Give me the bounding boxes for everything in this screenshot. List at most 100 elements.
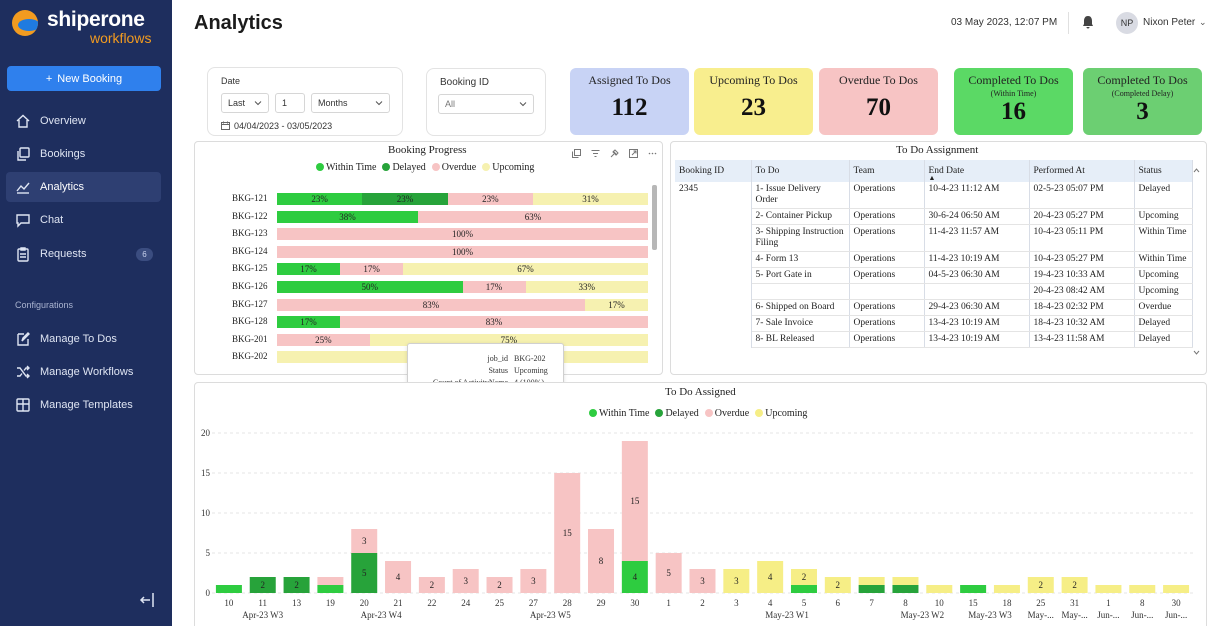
- table-row[interactable]: 6- Shipped on Board Operations 29-4-23 06:…: [675, 299, 1193, 316]
- bar-segment[interactable]: [960, 585, 987, 593]
- bar-segment[interactable]: [926, 585, 953, 593]
- legend-upcoming[interactable]: Upcoming: [755, 408, 807, 419]
- column-header[interactable]: Team: [849, 160, 925, 182]
- bar-segment[interactable]: [317, 577, 344, 585]
- bar-segment[interactable]: [790, 585, 817, 593]
- scroll-down-icon[interactable]: [1193, 348, 1200, 358]
- bar-segment[interactable]: [385, 561, 412, 593]
- bar-segment-upcoming[interactable]: 31%: [532, 193, 648, 205]
- legend-within[interactable]: Within Time: [316, 162, 376, 173]
- table-row[interactable]: 4- Form 13 Operations 11-4-23 10:19 AM 10-4…: [675, 251, 1193, 268]
- bar-segment-within[interactable]: 17%: [277, 316, 341, 329]
- bar-segment-overdue[interactable]: 100%: [277, 245, 648, 258]
- sidebar-item-analytics[interactable]: Analytics: [6, 172, 161, 202]
- legend-upcoming[interactable]: Upcoming: [482, 162, 534, 173]
- legend-overdue[interactable]: Overdue: [431, 162, 476, 173]
- bar-segment[interactable]: [858, 585, 885, 593]
- bar-segment[interactable]: [892, 577, 919, 585]
- filter-icon[interactable]: [591, 145, 600, 157]
- bar-segment[interactable]: [655, 553, 682, 593]
- bar-segment[interactable]: [621, 441, 648, 561]
- more-icon[interactable]: [648, 145, 657, 155]
- table-row[interactable]: 3- Shipping Instruction Filing Operations…: [675, 224, 1193, 252]
- sidebar-item-chat[interactable]: Chat: [6, 205, 161, 235]
- bar-segment[interactable]: [993, 585, 1020, 593]
- sidebar-item-manage-todos[interactable]: Manage To Dos: [6, 324, 161, 354]
- collapse-sidebar-icon[interactable]: [137, 591, 155, 609]
- expand-icon[interactable]: [629, 145, 638, 158]
- column-header[interactable]: To Do: [751, 160, 850, 182]
- table-row[interactable]: 7- Sale Invoice Operations 13-4-23 10:19 A…: [675, 315, 1193, 332]
- bar-segment-within[interactable]: 17%: [277, 263, 341, 276]
- bar-segment[interactable]: [588, 529, 615, 593]
- legend-delayed[interactable]: Delayed: [382, 162, 426, 173]
- bar-segment[interactable]: [351, 529, 378, 553]
- pin-icon[interactable]: [610, 145, 619, 158]
- table-row[interactable]: 8- BL Released Operations 13-4-23 10:19 AM…: [675, 331, 1193, 348]
- bar-segment-overdue[interactable]: 25%: [277, 333, 370, 346]
- bar-segment[interactable]: [1129, 585, 1156, 593]
- bar-segment[interactable]: [1061, 577, 1088, 593]
- brand-logo[interactable]: shiperone workflows: [10, 6, 170, 46]
- bar-segment-upcoming[interactable]: 33%: [525, 281, 648, 293]
- bar-segment[interactable]: [520, 569, 547, 593]
- new-booking-button[interactable]: + New Booking: [7, 66, 161, 91]
- sidebar-item-manage-templates[interactable]: Manage Templates: [6, 390, 161, 420]
- column-header[interactable]: Status: [1134, 160, 1193, 182]
- table-row[interactable]: 5- Port Gate in Operations 04-5-23 06:30 A…: [675, 267, 1193, 284]
- booking-progress-scrollbar[interactable]: [652, 185, 657, 250]
- user-name[interactable]: Nixon Peter: [1143, 17, 1196, 28]
- bar-segment[interactable]: [689, 569, 716, 593]
- avatar[interactable]: NP: [1116, 12, 1138, 34]
- bar-segment[interactable]: [351, 553, 378, 593]
- copy-icon[interactable]: [572, 145, 581, 158]
- legend-within[interactable]: Within Time: [589, 408, 649, 419]
- sidebar-item-requests[interactable]: Requests 6: [6, 239, 161, 269]
- legend-delayed[interactable]: Delayed: [655, 408, 699, 419]
- bar-segment[interactable]: [790, 569, 817, 585]
- bar-segment-overdue[interactable]: 83%: [340, 316, 648, 329]
- legend-overdue[interactable]: Overdue: [704, 408, 749, 419]
- bar-segment-overdue[interactable]: 83%: [277, 298, 585, 311]
- bar-segment[interactable]: [757, 561, 784, 593]
- sidebar-item-bookings[interactable]: Bookings: [6, 139, 161, 169]
- bar-segment[interactable]: [317, 585, 344, 593]
- bar-segment-overdue[interactable]: 23%: [447, 193, 533, 205]
- period-unit-select[interactable]: Months: [311, 93, 390, 113]
- bar-segment[interactable]: [621, 561, 648, 593]
- chevron-down-icon[interactable]: ⌄: [1199, 17, 1207, 27]
- table-row[interactable]: 20-4-23 08:42 AM Upcoming: [675, 283, 1193, 300]
- bar-segment-delayed[interactable]: 23%: [362, 193, 448, 205]
- bar-segment[interactable]: [283, 577, 310, 593]
- bar-segment[interactable]: [858, 577, 885, 585]
- bar-segment[interactable]: [215, 585, 242, 593]
- bar-segment[interactable]: [1163, 585, 1190, 593]
- table-row[interactable]: 2- Container Pickup Operations 30-6-24 06:…: [675, 208, 1193, 225]
- bar-segment-upcoming[interactable]: 67%: [403, 263, 648, 276]
- bar-segment[interactable]: [1095, 585, 1122, 593]
- bar-segment-upcoming[interactable]: 17%: [584, 298, 648, 311]
- bar-segment[interactable]: [824, 577, 851, 593]
- notification-bell-icon[interactable]: [1080, 14, 1096, 30]
- period-count-input[interactable]: 1: [275, 93, 305, 113]
- bar-segment-overdue[interactable]: 17%: [340, 263, 404, 276]
- scroll-up-icon[interactable]: [1193, 166, 1200, 176]
- bar-segment[interactable]: [418, 577, 445, 593]
- bar-segment[interactable]: [723, 569, 750, 593]
- booking-id-select[interactable]: All: [438, 94, 534, 114]
- sidebar-item-overview[interactable]: Overview: [6, 106, 161, 136]
- bar-segment-within[interactable]: 23%: [277, 193, 363, 205]
- bar-segment-overdue[interactable]: 100%: [277, 228, 648, 241]
- bar-segment-overdue[interactable]: 17%: [462, 281, 526, 293]
- column-header[interactable]: Performed At: [1029, 160, 1135, 182]
- bar-segment-overdue[interactable]: 63%: [417, 210, 648, 223]
- period-select[interactable]: Last: [221, 93, 269, 113]
- bar-segment[interactable]: [249, 577, 276, 593]
- column-header[interactable]: End Date ▲: [924, 160, 1030, 182]
- bar-segment-within[interactable]: 38%: [277, 210, 418, 223]
- bar-segment-upcoming[interactable]: 75%: [369, 333, 648, 346]
- bar-segment[interactable]: [452, 569, 479, 593]
- bar-segment[interactable]: [892, 585, 919, 593]
- bar-segment[interactable]: [554, 473, 581, 593]
- bar-segment-within[interactable]: 50%: [277, 281, 463, 293]
